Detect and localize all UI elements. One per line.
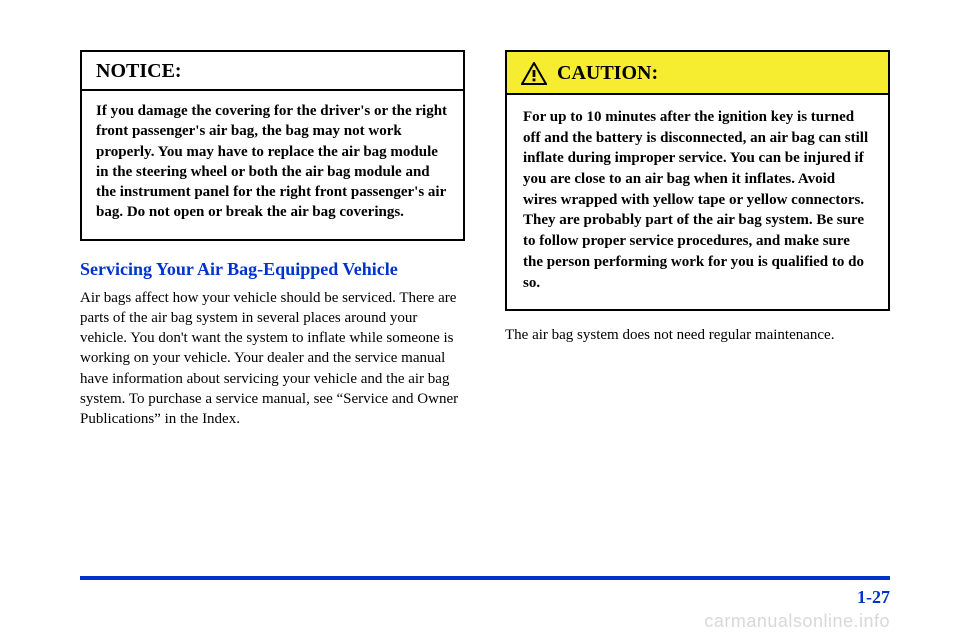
caution-header: CAUTION: (507, 52, 888, 95)
footer-rule (80, 576, 890, 580)
after-caution-text: The air bag system does not need regular… (505, 325, 890, 345)
notice-header: NOTICE: (82, 52, 463, 91)
page-number: 1-27 (857, 587, 890, 608)
section-body: Air bags affect how your vehicle should … (80, 288, 465, 430)
notice-box: NOTICE: If you damage the covering for t… (80, 50, 465, 241)
manual-page: NOTICE: If you damage the covering for t… (0, 0, 960, 640)
watermark: carmanualsonline.info (704, 611, 890, 632)
warning-triangle-icon (521, 62, 547, 85)
caution-label: CAUTION: (557, 62, 658, 85)
left-column: NOTICE: If you damage the covering for t… (80, 50, 465, 429)
section-heading: Servicing Your Air Bag-Equipped Vehicle (80, 259, 465, 280)
caution-box: CAUTION: For up to 10 minutes after the … (505, 50, 890, 311)
caution-body: For up to 10 minutes after the ignition … (507, 95, 888, 309)
notice-body: If you damage the covering for the drive… (82, 91, 463, 239)
two-column-layout: NOTICE: If you damage the covering for t… (80, 50, 890, 429)
notice-label: NOTICE: (96, 60, 182, 82)
right-column: CAUTION: For up to 10 minutes after the … (505, 50, 890, 429)
